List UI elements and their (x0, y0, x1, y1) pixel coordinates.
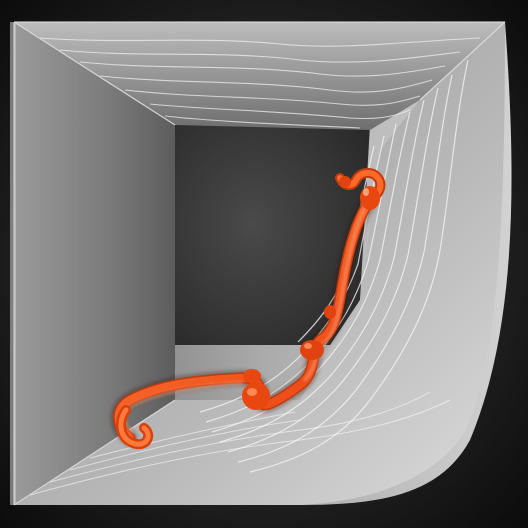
image-frame (0, 0, 528, 528)
rendered-scene (0, 0, 528, 528)
